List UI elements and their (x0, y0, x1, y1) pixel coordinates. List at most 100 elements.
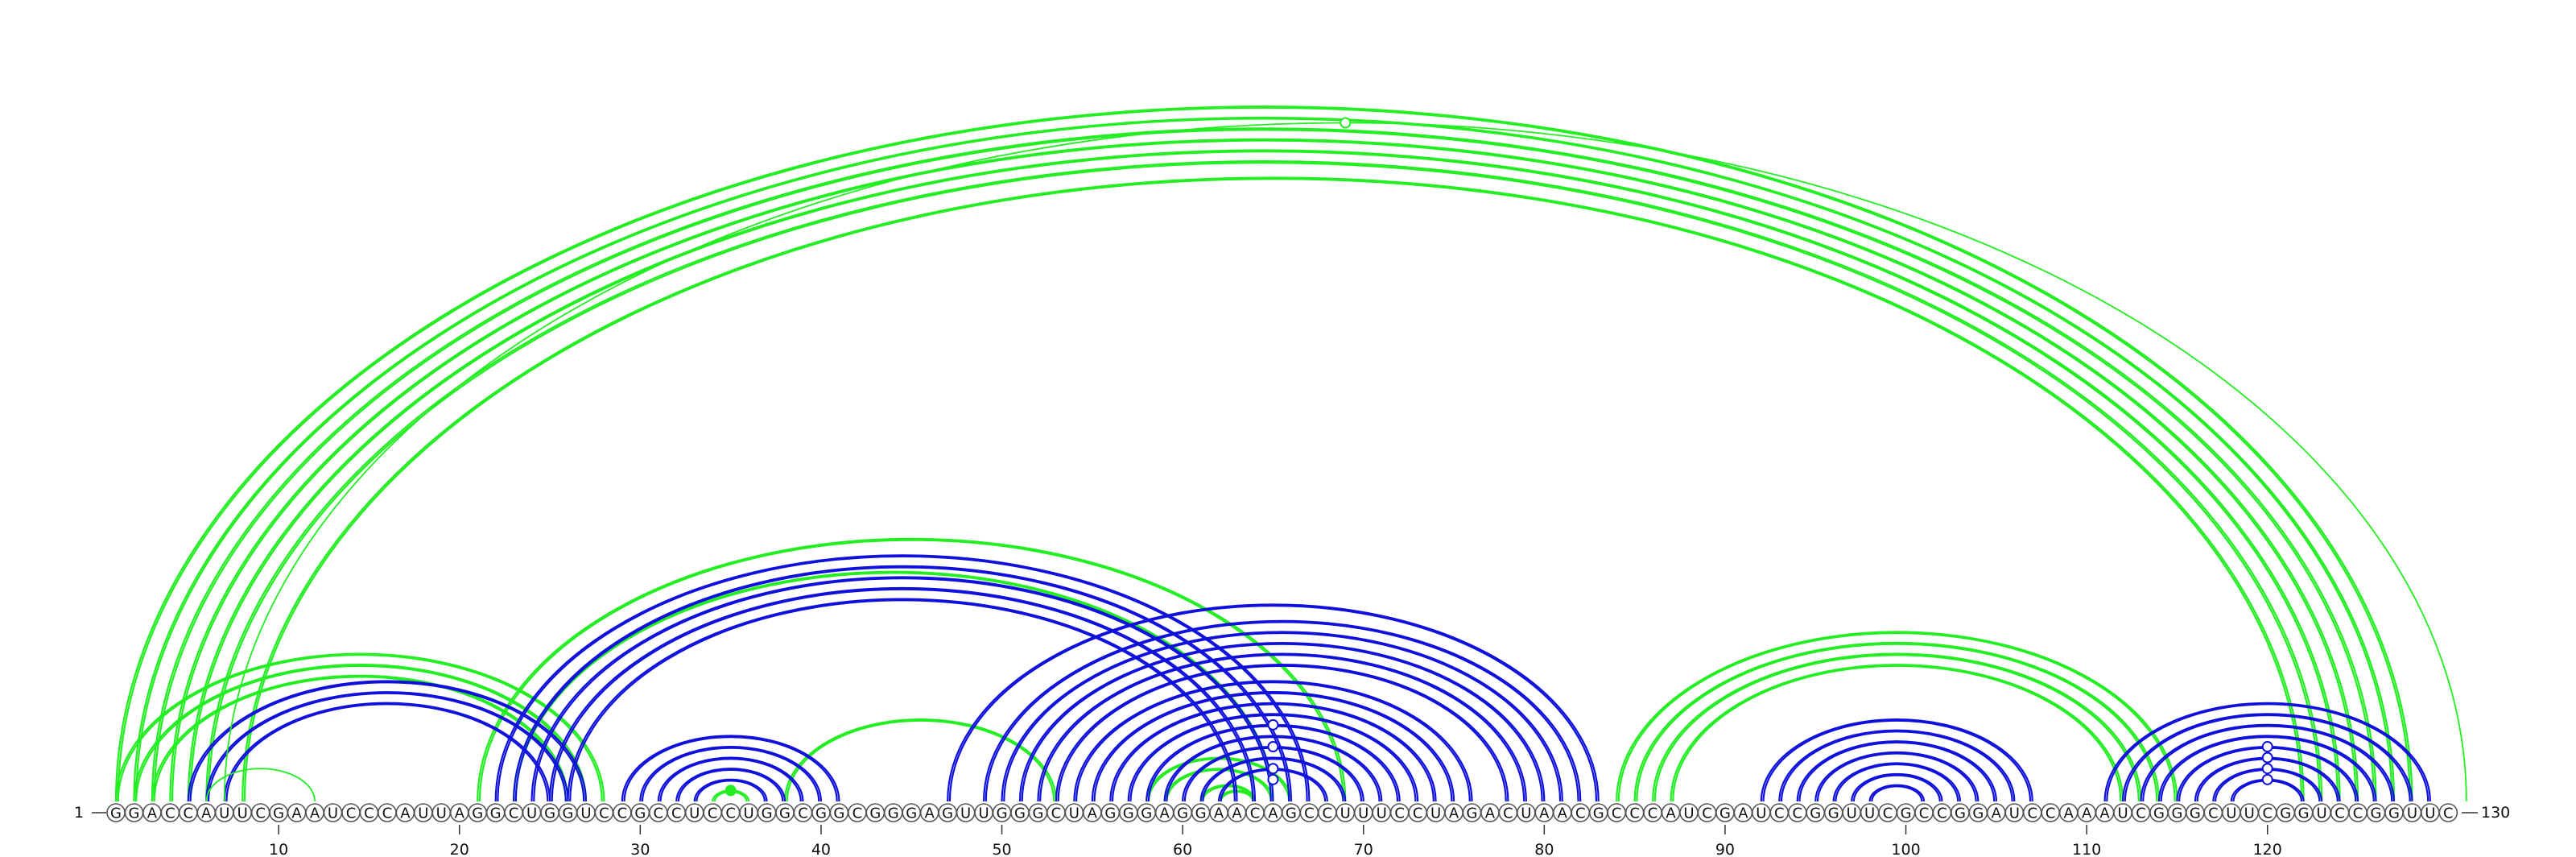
blue-base-pair-arc (1127, 713, 1419, 802)
green-base-pair-arc (169, 138, 2359, 802)
nucleotide: A (1263, 803, 1283, 822)
nucleotide-letter: C (1250, 805, 1261, 822)
nucleotide-letter: G (2371, 805, 2382, 822)
green-base-pair-arc (1652, 652, 2142, 802)
nucleotide: A (1209, 803, 1228, 822)
nucleotide: C (1571, 803, 1591, 822)
nucleotide-letter: A (2099, 805, 2110, 822)
blue-base-pair-arc (675, 768, 786, 802)
blue-base-pair-arc (1037, 652, 1527, 802)
green-base-pair-arc (117, 654, 603, 802)
nucleotide-letter: U (328, 805, 338, 822)
nucleotide-letter: G (997, 805, 1008, 822)
nucleotide-letter: A (455, 805, 465, 822)
nucleotide-letter: C (725, 805, 736, 822)
nucleotide-letter: G (1123, 805, 1134, 822)
blue-base-pair-arc (207, 692, 567, 802)
nucleotide: G (829, 803, 849, 822)
nucleotide-letter: G (634, 805, 646, 822)
nucleotide: G (938, 803, 957, 822)
nucleotide-letter: U (2226, 805, 2236, 822)
nucleotide-letter: G (1467, 805, 1478, 822)
nucleotide-letter: C (852, 805, 863, 822)
blue-base-pair-arc (1796, 740, 1997, 802)
nucleotide: G (106, 803, 126, 822)
nucleotide: G (775, 803, 795, 822)
nucleotide: G (2276, 803, 2295, 822)
nucleotide-letter: C (165, 805, 175, 822)
green-base-pair-arc (153, 128, 2375, 802)
nucleotide: C (793, 803, 813, 822)
green-base-pair-arc (171, 139, 2357, 802)
open-marker-icon (1267, 718, 1279, 731)
nucleotide: U (2113, 803, 2132, 822)
blue-base-pair-arc (947, 603, 1600, 802)
nucleotide-letter: G (779, 805, 791, 822)
nucleotide-letter: G (1828, 805, 1839, 822)
nucleotide: C (1408, 803, 1427, 822)
nucleotide-letter: U (436, 805, 447, 822)
blue-base-pair-arc (1001, 631, 1563, 802)
nucleotide-letter: U (1683, 805, 1694, 822)
nucleotide: U (1064, 803, 1084, 822)
nucleotide: U (739, 803, 758, 822)
blue-base-pair-arc (677, 768, 784, 802)
nucleotide-letter: A (1992, 805, 2002, 822)
nucleotide: C (594, 803, 614, 822)
nucleotide-letter: G (1195, 805, 1207, 822)
nucleotide: C (2022, 803, 2042, 822)
green-base-pair-arc (135, 664, 585, 802)
nucleotide: G (865, 803, 886, 822)
nucleotide: C (667, 803, 687, 822)
nucleotide-letter: A (925, 805, 935, 822)
blue-base-pair-arc (623, 736, 838, 802)
nucleotide-letter: C (1394, 805, 1405, 822)
nucleotide: U (522, 803, 542, 822)
nucleotide-letter: U (418, 805, 428, 822)
blue-base-pair-arc (514, 567, 1290, 802)
nucleotide: G (2384, 803, 2404, 822)
green-base-pair-arc (478, 540, 1344, 802)
nucleotide-letter: C (1575, 805, 1586, 822)
green-base-pair-arc (243, 178, 2303, 802)
nucleotide-letter: G (1177, 805, 1188, 822)
nucleotide: C (1769, 803, 1790, 822)
nucleotide: C (648, 803, 668, 822)
blue-base-pair-arc (1832, 762, 1962, 802)
nucleotide: G (1968, 803, 1988, 822)
nucleotide: G (1118, 803, 1138, 822)
nucleotide: C (2257, 803, 2277, 822)
green-base-pair-arc (133, 116, 2396, 802)
nucleotide-letter: C (184, 805, 194, 822)
green-base-pair-arc (783, 718, 1058, 802)
nucleotide: A (449, 803, 469, 822)
nucleotide-letter: C (346, 805, 357, 822)
nucleotide-letter: G (2153, 805, 2165, 822)
blue-base-pair-arc (567, 598, 1238, 802)
nucleotide: A (919, 803, 939, 822)
nucleotide-letter: G (1972, 805, 1984, 822)
nucleotide: G (811, 803, 831, 822)
blue-base-pair-arc (1835, 764, 1959, 802)
nucleotide: C (1787, 803, 1807, 822)
blue-base-pair-arc (621, 735, 840, 802)
nucleotide: G (124, 803, 144, 822)
nucleotide: G (485, 803, 506, 822)
blue-base-pair-arc (1762, 720, 2032, 802)
nucleotide: C (2203, 803, 2223, 822)
nucleotide-letter: G (1901, 805, 1912, 822)
tick-label: 120 (2253, 841, 2282, 857)
nucleotide-letter: G (2171, 805, 2182, 822)
nucleotide: G (2366, 803, 2386, 822)
green-base-pair-arc (1653, 655, 2140, 802)
nucleotide: U (1752, 803, 1771, 822)
green-base-pair-arc (205, 160, 2323, 802)
nucleotide-letter: U (1521, 805, 1531, 822)
open-marker-icon (2261, 741, 2273, 753)
nucleotide-letter: C (1413, 805, 1423, 822)
nucleotide: C (1498, 803, 1518, 822)
nucleotide-letter: U (526, 805, 537, 822)
nucleotide: U (414, 803, 433, 822)
blue-base-pair-arc (1816, 752, 1977, 802)
